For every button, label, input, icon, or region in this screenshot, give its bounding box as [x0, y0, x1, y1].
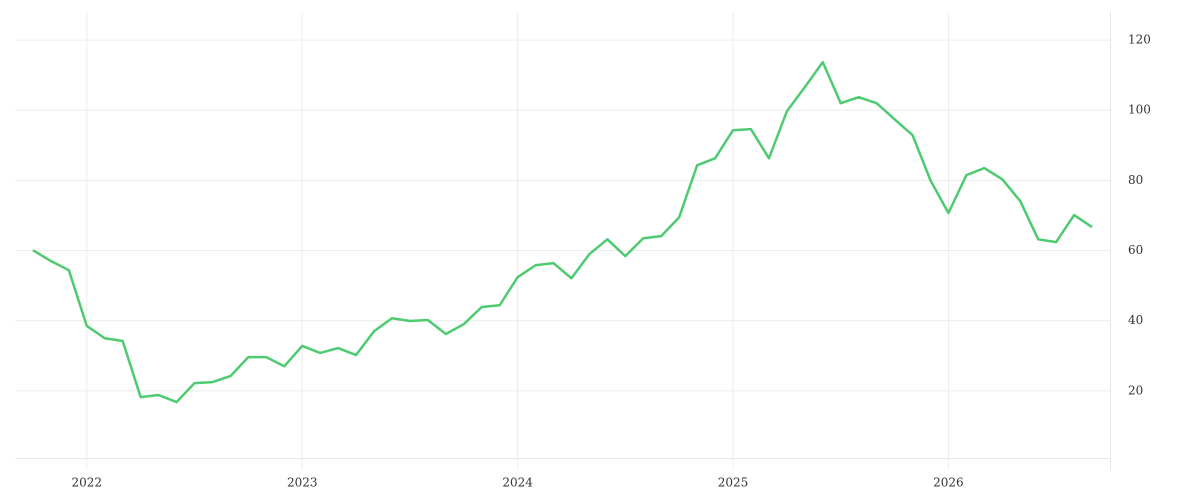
x-tick-label: 2023: [287, 476, 318, 490]
y-tick-label: 100: [1128, 103, 1151, 117]
x-tick-label: 2022: [72, 476, 103, 490]
y-tick-label: 80: [1128, 173, 1143, 187]
x-tick-label: 2024: [502, 476, 533, 490]
y-tick-label: 60: [1128, 243, 1143, 257]
y-tick-label: 120: [1128, 33, 1151, 47]
y-tick-label: 20: [1128, 383, 1143, 397]
x-tick-label: 2025: [718, 476, 749, 490]
y-tick-label: 40: [1128, 313, 1143, 327]
x-tick-label: 2026: [933, 476, 964, 490]
line: [32, 60, 1093, 404]
